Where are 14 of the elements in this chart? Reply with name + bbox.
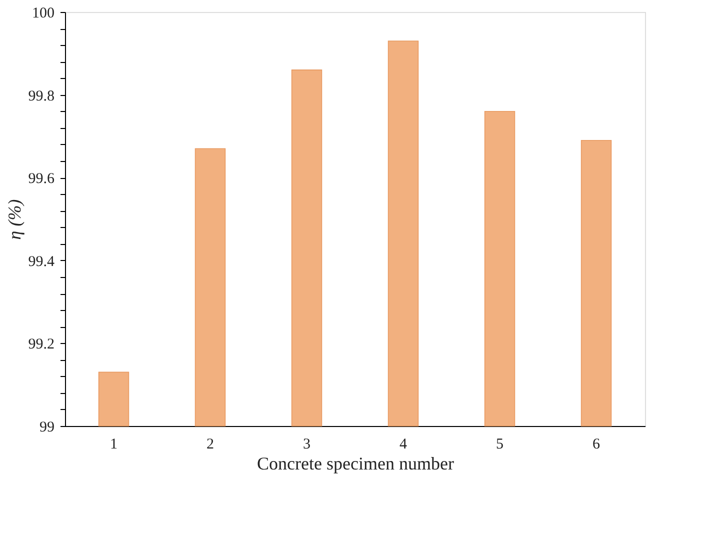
x-tick-label: 3: [302, 436, 310, 452]
y-tick-label: 99.6: [28, 171, 55, 188]
x-tick-label: 4: [400, 436, 408, 452]
x-tick-label: 1: [110, 436, 118, 452]
y-tick-label: 99.8: [28, 88, 54, 104]
x-tick-label: 5: [496, 436, 504, 452]
y-tick-label: 99: [40, 420, 54, 436]
y-tick-label: 99.4: [28, 254, 55, 270]
y-axis-title: η (%): [4, 199, 24, 240]
x-axis-title: Concrete specimen number: [257, 454, 454, 474]
x-tick-label: 2: [206, 436, 214, 452]
y-tick-label: 100: [32, 6, 54, 22]
x-tick-label: 6: [592, 436, 601, 452]
y-tick-label: 99.2: [28, 336, 54, 353]
